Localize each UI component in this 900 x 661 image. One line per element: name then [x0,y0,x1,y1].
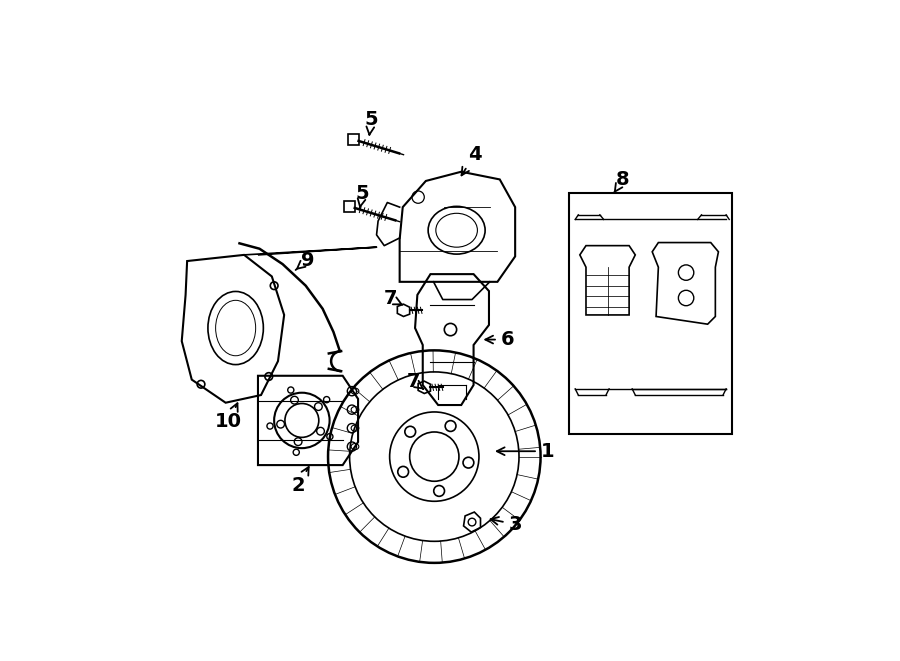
Text: 5: 5 [356,184,370,208]
Text: 7: 7 [407,372,423,391]
Text: 1: 1 [497,442,554,461]
Text: 10: 10 [215,403,242,432]
Text: 3: 3 [491,515,522,534]
Text: 5: 5 [364,110,378,135]
Text: 9: 9 [295,251,314,270]
Text: 2: 2 [292,467,309,495]
Text: 4: 4 [462,145,482,175]
Text: 6: 6 [485,330,514,349]
Text: 7: 7 [383,290,402,308]
Text: 8: 8 [615,170,630,192]
Bar [569,193,733,434]
